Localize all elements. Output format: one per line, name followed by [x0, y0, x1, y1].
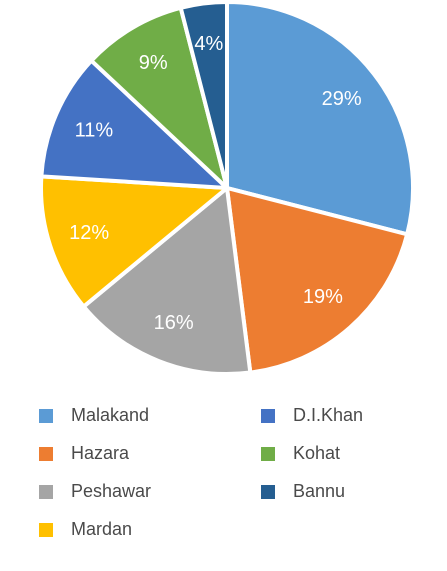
legend-label: Peshawar	[71, 481, 152, 501]
legend-item: D.I.Khan	[261, 405, 363, 426]
legend-item: Malakand	[39, 405, 149, 426]
legend-item: Mardan	[39, 519, 132, 540]
slice-value-label: 29%	[322, 88, 362, 110]
pie-svg: 29% 19% 16% 12% 11% 9% 4%	[39, 0, 415, 376]
legend-label: Mardan	[71, 519, 133, 539]
slice-value-label: 11%	[75, 119, 114, 141]
legend-label: Bannu	[293, 481, 346, 501]
legend-item: Peshawar	[39, 481, 151, 502]
legend-label: D.I.Khan	[293, 405, 364, 425]
legend-swatch	[39, 484, 53, 499]
legend-item: Kohat	[261, 443, 340, 464]
legend-swatch	[39, 522, 53, 537]
pie-slice-d-i-khan	[39, 58, 229, 190]
legend-swatch	[39, 408, 53, 423]
pie-slice-bannu	[178, 0, 229, 190]
legend-swatch	[261, 446, 275, 461]
legend-swatch	[39, 446, 53, 461]
pie-slice-malakand	[225, 0, 415, 237]
slice-value-label: 9%	[139, 52, 168, 74]
legend-label: Hazara	[71, 443, 130, 463]
legend-label: Kohat	[293, 443, 341, 463]
slice-value-label: 19%	[303, 286, 343, 308]
pie-slice-peshawar	[81, 186, 253, 376]
slice-value-label: 12%	[69, 222, 109, 244]
legend-item: Hazara	[39, 443, 129, 464]
pie-slice-mardan	[39, 174, 229, 309]
legend-swatch	[261, 408, 275, 423]
legend-label: Malakand	[71, 405, 150, 425]
pie-slice-kohat	[89, 5, 229, 190]
pie-slice-hazara	[225, 186, 410, 375]
legend-swatch	[261, 484, 275, 499]
slice-value-label: 4%	[194, 33, 223, 55]
slice-value-label: 16%	[154, 312, 194, 334]
legend-item: Bannu	[261, 481, 345, 502]
